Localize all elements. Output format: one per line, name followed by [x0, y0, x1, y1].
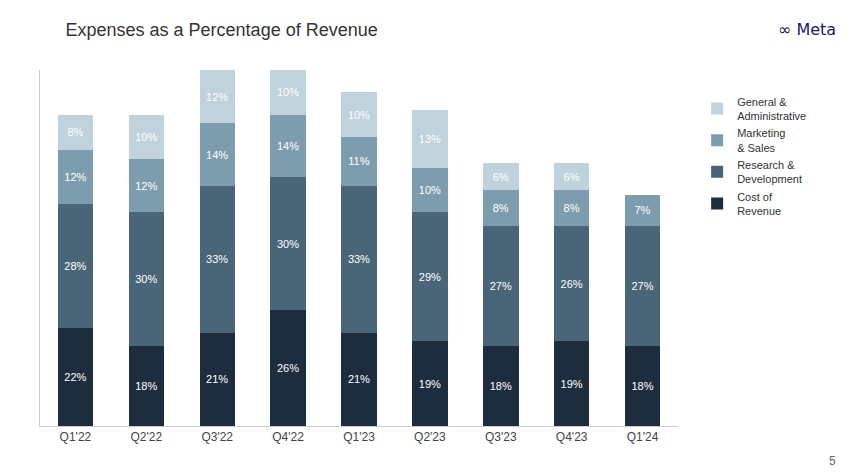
svg-text:12%: 12%: [135, 180, 157, 192]
svg-text:Q4'22: Q4'22: [272, 430, 304, 444]
svg-text:18%: 18%: [135, 380, 157, 392]
svg-text:26%: 26%: [561, 278, 583, 290]
svg-text:33%: 33%: [206, 253, 228, 265]
svg-text:30%: 30%: [135, 273, 157, 285]
svg-text:22%: 22%: [64, 371, 86, 383]
svg-text:21%: 21%: [348, 373, 370, 385]
svg-text:Q3'23: Q3'23: [485, 430, 517, 444]
svg-text:Q2'23: Q2'23: [414, 430, 446, 444]
svg-text:27%: 27%: [631, 280, 653, 292]
svg-text:26%: 26%: [277, 362, 299, 374]
svg-text:Q1'24: Q1'24: [627, 430, 659, 444]
svg-text:6%: 6%: [493, 171, 509, 183]
svg-text:18%: 18%: [631, 380, 653, 392]
svg-text:10%: 10%: [419, 184, 441, 196]
svg-text:8%: 8%: [564, 202, 580, 214]
svg-text:Q1'22: Q1'22: [60, 430, 92, 444]
svg-text:14%: 14%: [277, 140, 299, 152]
svg-text:29%: 29%: [419, 271, 441, 283]
svg-text:Expenses as a Percentage of Re: Expenses as a Percentage of Revenue: [66, 20, 378, 40]
svg-text:10%: 10%: [277, 86, 299, 98]
svg-text:Q4'23: Q4'23: [556, 430, 588, 444]
svg-text:30%: 30%: [277, 238, 299, 250]
svg-text:Q3'22: Q3'22: [201, 430, 233, 444]
svg-text:12%: 12%: [64, 171, 86, 183]
svg-text:8%: 8%: [493, 202, 509, 214]
svg-text:Q2'22: Q2'22: [131, 430, 163, 444]
svg-text:6%: 6%: [564, 171, 580, 183]
svg-text:General &Administrative: General &Administrative: [737, 96, 806, 122]
svg-text:∞ Meta: ∞ Meta: [778, 20, 836, 39]
svg-text:13%: 13%: [419, 133, 441, 145]
svg-text:8%: 8%: [67, 126, 83, 138]
svg-text:10%: 10%: [135, 131, 157, 143]
svg-text:21%: 21%: [206, 373, 228, 385]
svg-text:10%: 10%: [348, 109, 370, 121]
svg-text:Q1'23: Q1'23: [343, 430, 375, 444]
svg-text:11%: 11%: [348, 155, 369, 167]
svg-text:33%: 33%: [348, 253, 370, 265]
svg-text:7%: 7%: [634, 204, 650, 216]
svg-text:19%: 19%: [419, 378, 441, 390]
svg-text:19%: 19%: [561, 378, 583, 390]
svg-text:5: 5: [829, 454, 836, 468]
svg-text:Research &Development: Research &Development: [737, 159, 802, 185]
svg-text:14%: 14%: [206, 149, 228, 161]
svg-text:27%: 27%: [490, 280, 512, 292]
svg-text:12%: 12%: [206, 91, 228, 103]
svg-text:28%: 28%: [64, 260, 86, 272]
svg-text:Cost ofRevenue: Cost ofRevenue: [737, 191, 781, 217]
svg-text:18%: 18%: [490, 380, 512, 392]
svg-text:Marketing& Sales: Marketing& Sales: [737, 127, 785, 153]
